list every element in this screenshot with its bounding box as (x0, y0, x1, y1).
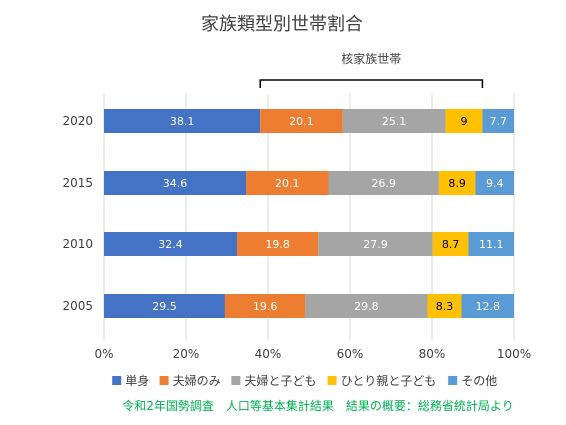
bar-segment (104, 171, 247, 195)
legend: 単身 夫婦のみ 夫婦と子ども ひとり親と子ども その他 (112, 373, 497, 388)
y-tick-label: 2020 (62, 114, 93, 128)
y-tick-label: 2010 (62, 237, 93, 251)
data-label: 29.5 (152, 300, 177, 313)
x-tick-label: 0% (94, 347, 113, 361)
data-label: 7.7 (489, 115, 507, 128)
bar-segment (445, 109, 483, 133)
legend-label: ひとり親と子ども (341, 374, 437, 388)
legend-label: その他 (461, 374, 497, 388)
source-note: 令和2年国勢調査 人口等基本集計結果 結果の概要：総務省統計局より (122, 398, 513, 413)
legend-label: 夫婦と子ども (244, 373, 316, 388)
data-label: 25.1 (382, 115, 407, 128)
data-label: 19.8 (265, 238, 290, 251)
bar-segment (438, 171, 476, 195)
nuclear-family-bracket (259, 79, 484, 88)
bars: 38.1 20.1 25.1 9 7.7 34.6 20.1 26.9 8.9 9.4 32.4 19… (104, 109, 514, 318)
data-label: 34.6 (163, 177, 188, 190)
bar-segment (475, 171, 514, 195)
legend-swatch (112, 376, 122, 385)
legend-label: 単身 (125, 373, 149, 388)
data-label: 38.1 (170, 115, 195, 128)
bar-segment (236, 232, 319, 256)
data-label: 8.9 (448, 177, 466, 190)
legend-swatch (159, 376, 169, 385)
y-tick-label: 2015 (62, 176, 93, 190)
bar-segment (104, 109, 261, 133)
legend-swatch (327, 376, 337, 385)
data-label: 11.1 (479, 238, 504, 251)
data-label: 12.8 (476, 300, 501, 313)
bar-segment (427, 294, 462, 318)
y-axis: 2020 2015 2010 2005 (62, 114, 93, 313)
x-tick-label: 100% (497, 347, 531, 361)
x-tick-label: 20% (173, 347, 200, 361)
data-label: 32.4 (158, 238, 183, 251)
data-label: 8.7 (442, 238, 460, 251)
bar-segment (246, 171, 329, 195)
bar-segment (318, 232, 433, 256)
bar-segment (432, 232, 469, 256)
bracket-label: 核家族世帯 (341, 51, 401, 66)
data-label: 8.3 (436, 300, 454, 313)
bar-segment (461, 294, 514, 318)
data-label: 9 (460, 115, 467, 128)
chart-title: 家族類型別世帯割合 (201, 14, 363, 35)
bracket-line (259, 79, 484, 88)
bar-segment (224, 294, 306, 318)
x-tick-label: 80% (419, 347, 446, 361)
data-label: 19.6 (253, 300, 278, 313)
bar-segment (342, 109, 446, 133)
data-label: 29.8 (354, 300, 379, 313)
data-label: 26.9 (371, 177, 396, 190)
data-label: 20.1 (289, 115, 314, 128)
data-label: 27.9 (363, 238, 388, 251)
bar-segment (260, 109, 343, 133)
bar-segment (104, 294, 225, 318)
bar-segment (104, 232, 237, 256)
x-tick-label: 40% (255, 347, 282, 361)
data-label: 20.1 (275, 177, 300, 190)
legend-swatch (231, 376, 241, 385)
bar-segment (468, 232, 514, 256)
y-tick-label: 2005 (62, 299, 93, 313)
x-tick-label: 60% (337, 347, 364, 361)
bar-segment (328, 171, 439, 195)
bar-segment (305, 294, 428, 318)
data-label: 9.4 (486, 177, 504, 190)
legend-swatch (448, 376, 458, 385)
x-axis: 0% 20% 40% 60% 80% 100% (94, 347, 531, 361)
bar-segment (482, 109, 514, 133)
legend-label: 夫婦のみ (173, 373, 221, 388)
